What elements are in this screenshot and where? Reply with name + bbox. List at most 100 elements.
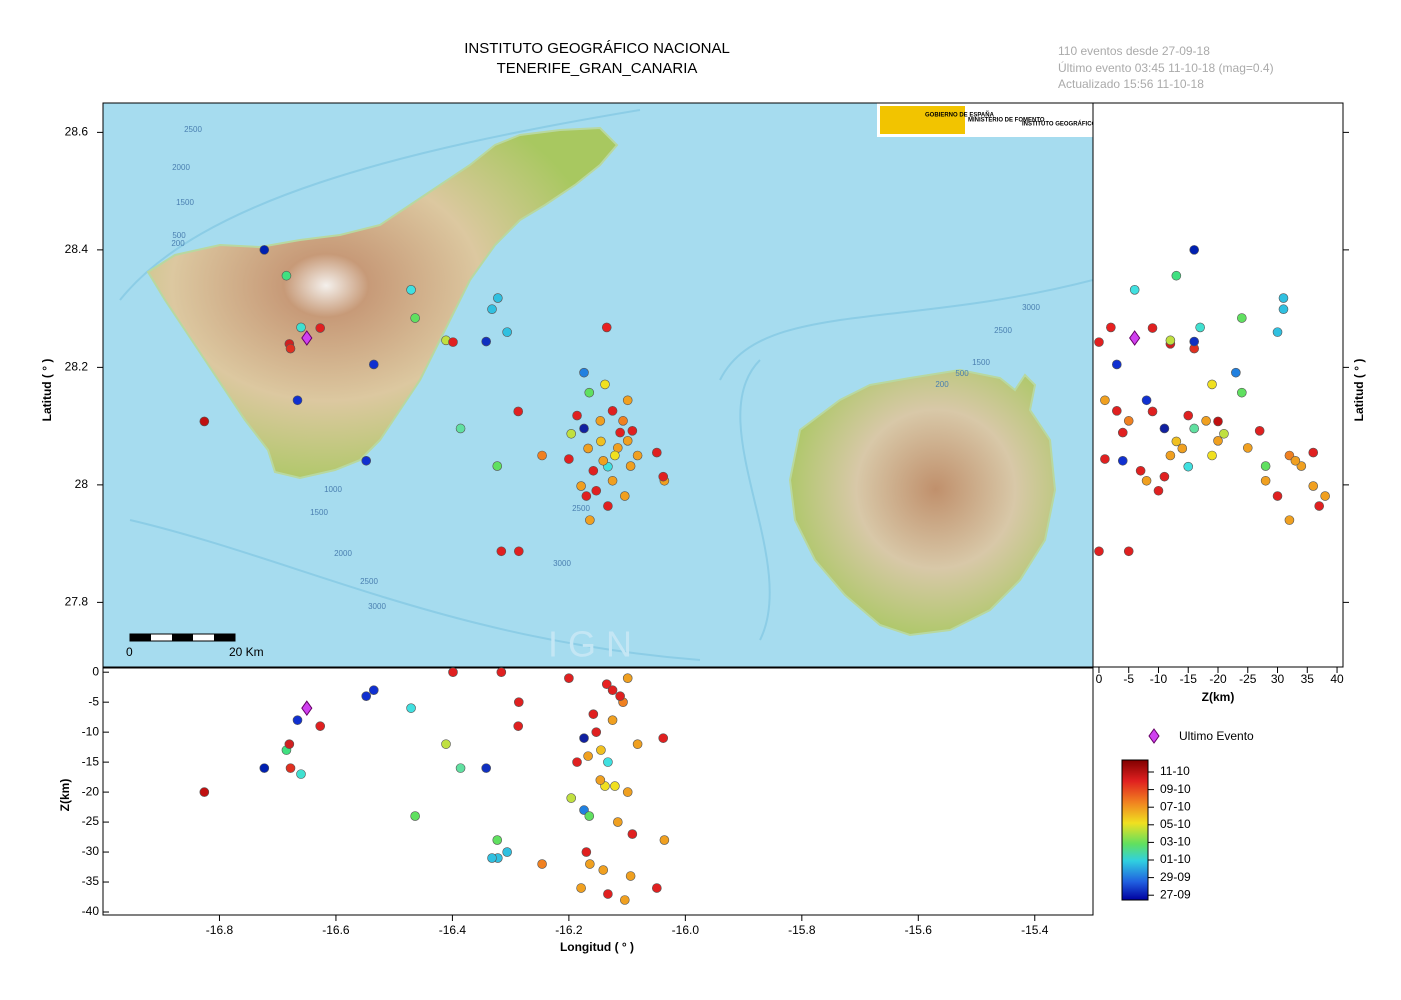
z-tick-label: 30 xyxy=(1271,672,1285,686)
event-z xyxy=(1284,515,1295,525)
logo-text: GOBIERNO DE ESPAÑA xyxy=(925,112,995,119)
event xyxy=(585,515,595,525)
depth-tick-label: -10 xyxy=(82,724,100,738)
z-tick-label: -20 xyxy=(1209,672,1227,686)
subtitle: TENERIFE_GRAN_CANARIA xyxy=(497,60,698,77)
colorbar-label: 27-09 xyxy=(1160,887,1191,901)
event-depth xyxy=(622,787,633,797)
depth-tick-label: -40 xyxy=(82,904,100,918)
event-z xyxy=(1100,395,1110,406)
info: Último evento 03:45 11-10-18 (mag=0.4) xyxy=(1058,60,1274,75)
contour-label: 2500 xyxy=(360,577,378,586)
event-z xyxy=(1260,475,1271,486)
logo-gobierno xyxy=(880,106,965,134)
event-depth xyxy=(603,889,613,899)
event-z xyxy=(1237,313,1247,323)
event-depth xyxy=(455,763,466,773)
event-depth xyxy=(632,739,643,749)
event xyxy=(564,454,574,464)
z-tick-label: -10 xyxy=(1150,672,1168,686)
event-depth xyxy=(368,685,379,695)
watermark: I G N xyxy=(548,624,632,665)
contour-label: 3000 xyxy=(1022,303,1040,312)
event-depth xyxy=(448,667,458,677)
event-depth xyxy=(441,739,451,749)
event-z xyxy=(1147,406,1158,417)
last-event-z xyxy=(1129,330,1141,346)
event xyxy=(493,293,503,303)
event-z xyxy=(1117,455,1128,466)
event xyxy=(581,491,592,501)
contour-label: 2500 xyxy=(994,326,1012,335)
x-tick-label: -16.2 xyxy=(555,923,583,937)
event-z xyxy=(1177,443,1188,454)
contour-label: 1500 xyxy=(972,358,990,367)
event-depth xyxy=(492,835,503,845)
event-depth xyxy=(612,817,623,827)
event-z xyxy=(1189,336,1199,347)
event-z xyxy=(1159,471,1170,482)
event-depth xyxy=(652,883,662,893)
event-z xyxy=(1213,436,1223,446)
event-depth xyxy=(591,727,602,737)
event xyxy=(625,461,636,471)
scale-bar-segments xyxy=(130,634,235,641)
colorbar-label: 03-10 xyxy=(1160,835,1191,849)
depth-tick-label: -20 xyxy=(82,784,100,798)
event-z xyxy=(1219,428,1229,439)
contour-label: 1500 xyxy=(176,198,194,207)
event xyxy=(596,436,606,447)
event xyxy=(576,481,586,491)
event-z xyxy=(1183,461,1194,472)
map: GOBIERNO DE ESPAÑA MINISTERIO DE FOMENTO… xyxy=(103,103,1093,667)
contour-label: 200 xyxy=(171,239,185,248)
event-depth xyxy=(296,769,306,779)
event xyxy=(537,450,547,461)
event-z xyxy=(1278,304,1289,315)
event xyxy=(496,546,507,557)
legend-label: Ultimo Evento xyxy=(1179,729,1254,743)
event-z xyxy=(1290,455,1301,466)
event-z xyxy=(1237,387,1247,398)
contour-label: 2000 xyxy=(334,549,352,558)
event-depth xyxy=(566,793,577,803)
event xyxy=(627,426,638,436)
contour-label: 500 xyxy=(172,231,186,240)
event xyxy=(595,416,606,426)
event-depth xyxy=(406,703,416,713)
event xyxy=(632,450,643,461)
event-z xyxy=(1272,327,1283,337)
z-tick-label: 35 xyxy=(1301,672,1315,686)
contour-label: 2000 xyxy=(172,163,190,172)
event xyxy=(199,416,210,427)
event-depth xyxy=(502,847,512,857)
contour-label: 2500 xyxy=(572,504,590,513)
colorbar-label: 29-09 xyxy=(1160,870,1191,884)
event-depth xyxy=(513,697,524,707)
x-tick-label: -15.6 xyxy=(905,923,933,937)
info: 110 eventos desde 27-09-18 xyxy=(1058,44,1210,58)
event xyxy=(600,379,610,390)
event xyxy=(622,395,633,406)
event xyxy=(584,387,595,398)
gran-canaria xyxy=(788,368,1057,637)
y-axis-label-right: Latitud ( ° ) xyxy=(1352,359,1366,422)
colorbar xyxy=(1121,759,1149,901)
event-depth xyxy=(259,763,270,773)
event-depth xyxy=(315,721,326,731)
y-tick-label: 28.2 xyxy=(65,360,89,374)
event xyxy=(513,406,524,417)
event xyxy=(492,461,503,471)
event-depth xyxy=(601,679,612,689)
event xyxy=(658,471,669,482)
title: INSTITUTO GEOGRÁFICO NACIONAL xyxy=(464,40,730,57)
event-z xyxy=(1183,410,1194,421)
contour-label: 3000 xyxy=(553,559,571,568)
event-depth xyxy=(610,781,620,791)
event-z xyxy=(1123,546,1134,557)
tenerife xyxy=(146,126,619,480)
event xyxy=(607,406,618,416)
y-tick-label: 28.4 xyxy=(65,242,89,256)
contour-label: 1000 xyxy=(324,485,342,494)
